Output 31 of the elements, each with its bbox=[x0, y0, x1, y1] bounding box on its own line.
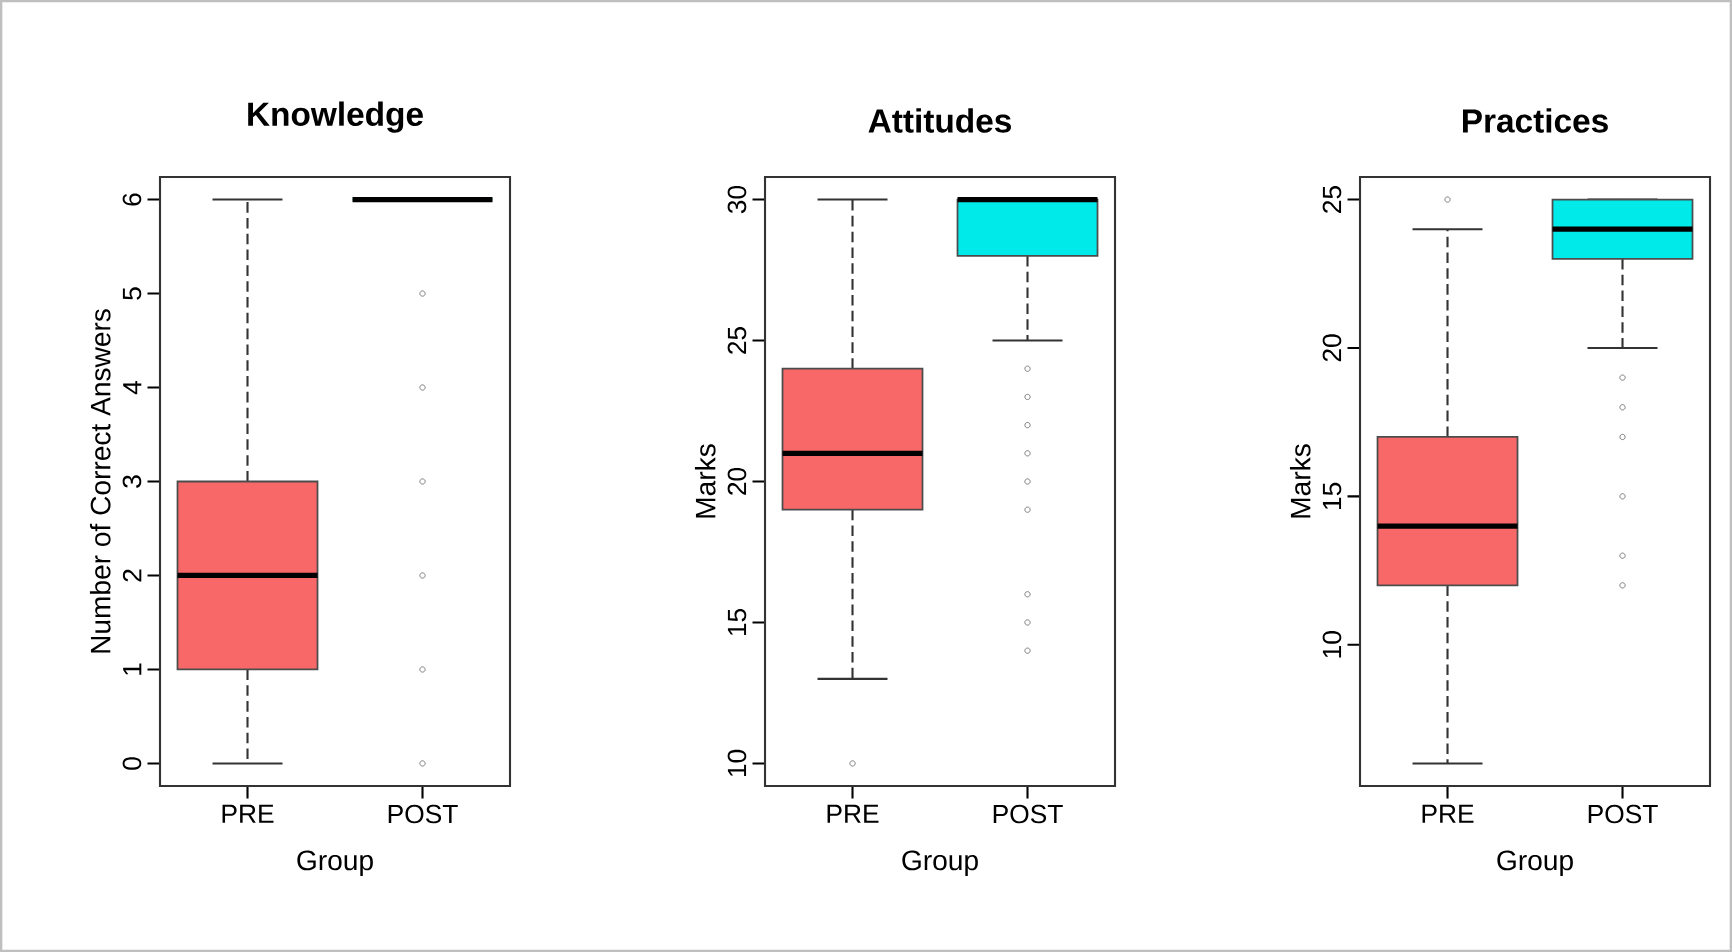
y-tick-label: 4 bbox=[123, 380, 142, 395]
y-tick-label: 25 bbox=[727, 326, 747, 354]
x-tick-label: POST bbox=[388, 804, 458, 824]
chart-title: Practices bbox=[1462, 108, 1608, 133]
x-tick-label: POST bbox=[1588, 804, 1658, 824]
y-axis-title: Marks bbox=[694, 444, 716, 518]
x-tick-label: POST bbox=[993, 804, 1063, 824]
y-tick-label: 30 bbox=[727, 185, 747, 214]
y-tick-label: 20 bbox=[1322, 334, 1342, 362]
chart-title: Attitudes bbox=[868, 108, 1011, 133]
y-tick-label: 0 bbox=[122, 757, 142, 770]
y-axis-title: Marks bbox=[1289, 444, 1311, 518]
chart-title: Knowledge bbox=[248, 101, 423, 133]
y-tick-label: 10 bbox=[727, 749, 747, 777]
y-tick-label: 2 bbox=[122, 569, 142, 582]
y-tick-label: 15 bbox=[727, 608, 747, 636]
y-tick-label: 6 bbox=[122, 193, 142, 206]
x-tick-label: PRE bbox=[1422, 804, 1474, 823]
x-tick-label: PRE bbox=[222, 804, 274, 823]
y-tick-label: 3 bbox=[122, 475, 142, 488]
x-axis-title: Group bbox=[902, 850, 978, 876]
y-tick-label: 10 bbox=[1322, 631, 1342, 658]
x-axis-title: Group bbox=[1497, 850, 1573, 876]
y-tick-label: 25 bbox=[1322, 186, 1342, 213]
y-tick-label: 15 bbox=[1322, 482, 1342, 509]
y-axis-title: Number of Correct Answers bbox=[89, 309, 111, 653]
x-tick-label: PRE bbox=[827, 804, 879, 823]
y-tick-label: 20 bbox=[727, 467, 747, 495]
x-axis-title: Group bbox=[297, 850, 373, 876]
y-tick-label: 5 bbox=[122, 287, 142, 300]
y-tick-label: 1 bbox=[123, 663, 142, 675]
